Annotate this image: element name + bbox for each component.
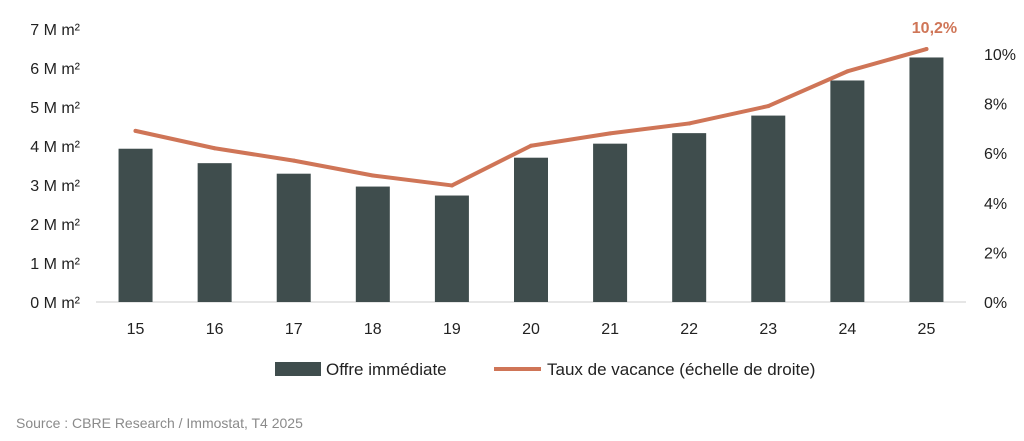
right-tick-label: 8%: [984, 97, 1007, 114]
x-tick-label: 16: [206, 321, 224, 338]
legend-swatch-offre: [275, 362, 321, 376]
bar: [197, 163, 232, 302]
x-tick-label: 21: [601, 321, 619, 338]
x-tick-label: 25: [918, 321, 936, 338]
right-tick-label: 0%: [984, 295, 1007, 312]
bar: [118, 148, 153, 302]
line-point: [687, 121, 692, 126]
legend: Offre immédiate Taux de vacance (échelle…: [275, 360, 815, 379]
left-tick-label: 0 M m²: [30, 295, 80, 312]
line-series-group: 10,2%: [133, 20, 957, 188]
left-tick-label: 2 M m²: [30, 217, 80, 234]
left-tick-label: 1 M m²: [30, 256, 80, 273]
x-tick-label: 17: [285, 321, 303, 338]
left-tick-label: 3 M m²: [30, 178, 80, 195]
line-point: [766, 104, 771, 109]
x-tick-label: 22: [680, 321, 698, 338]
left-tick-label: 7 M m²: [30, 22, 80, 39]
left-tick-label: 4 M m²: [30, 139, 80, 156]
right-tick-label: 4%: [984, 196, 1007, 213]
left-axis: 0 M m² 1 M m² 2 M m² 3 M m² 4 M m² 5 M m² 6 M …: [30, 22, 80, 312]
bar: [909, 57, 944, 302]
x-tick-label: 24: [838, 321, 856, 338]
right-tick-label: 2%: [984, 245, 1007, 262]
left-tick-label: 6 M m²: [30, 61, 80, 78]
line-point: [529, 143, 533, 148]
line-point: [449, 183, 454, 188]
bar: [593, 143, 628, 302]
bar: [830, 80, 865, 302]
bar: [514, 157, 548, 302]
bar-series: [118, 57, 944, 302]
right-tick-label: 6%: [984, 146, 1007, 163]
x-tick-label: 20: [522, 321, 540, 338]
bar: [434, 195, 469, 302]
line-point: [924, 47, 929, 52]
source-note: Source : CBRE Research / Immostat, T4 20…: [16, 415, 303, 431]
legend-label-taux: Taux de vacance (échelle de droite): [547, 360, 815, 379]
data-label-last: 10,2%: [912, 20, 957, 37]
left-tick-label: 5 M m²: [30, 100, 80, 117]
chart-area: 0 M m² 1 M m² 2 M m² 3 M m² 4 M m² 5 M m² 6 M …: [30, 20, 1016, 379]
bar: [276, 173, 311, 302]
x-tick-label: 19: [443, 321, 461, 338]
legend-label-offre: Offre immédiate: [326, 360, 447, 379]
x-tick-label: 15: [127, 321, 145, 338]
right-tick-label: 10%: [984, 47, 1016, 64]
line-point: [370, 173, 375, 178]
right-axis: 0% 2% 4% 6% 8% 10%: [984, 47, 1016, 312]
bar: [672, 133, 707, 302]
x-tick-label: 18: [364, 321, 382, 338]
line-point: [291, 158, 296, 163]
line-point: [845, 69, 850, 74]
line-point: [133, 128, 138, 133]
line-point: [608, 131, 613, 136]
x-axis-ticks: 15 16 17 18 19 20 21 22 23 24 25: [127, 321, 936, 338]
line-point: [212, 146, 217, 151]
bar: [751, 115, 786, 302]
bar: [355, 186, 390, 302]
x-tick-label: 23: [759, 321, 777, 338]
